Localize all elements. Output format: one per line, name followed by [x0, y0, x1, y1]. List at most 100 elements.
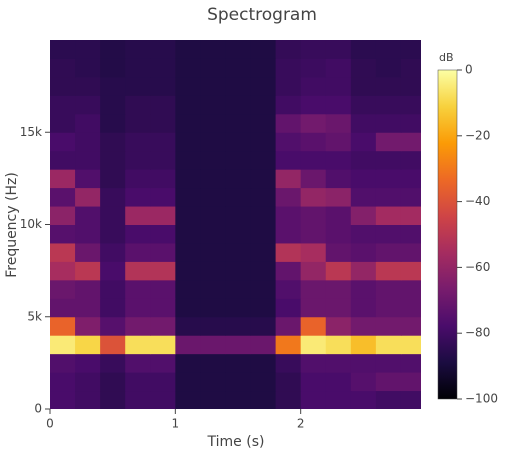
heatmap-cell: [400, 316, 421, 336]
heatmap-cell: [75, 40, 101, 59]
heatmap-cell: [300, 390, 327, 409]
heatmap-cell: [300, 261, 327, 281]
heatmap-cell: [375, 95, 402, 115]
heatmap-cell: [100, 95, 126, 115]
heatmap-cell: [350, 353, 377, 373]
heatmap-cell: [200, 187, 226, 207]
heatmap-cell: [350, 76, 377, 96]
heatmap-cell: [50, 353, 76, 373]
colorbar-tick-label: −80: [465, 326, 490, 340]
heatmap-cell: [150, 187, 176, 207]
heatmap-cell: [125, 187, 151, 207]
heatmap-cell: [250, 261, 277, 281]
heatmap-cell: [175, 187, 201, 207]
heatmap-cell: [50, 279, 76, 299]
heatmap-cell: [50, 40, 76, 59]
heatmap-cell: [125, 372, 151, 392]
heatmap-cell: [50, 150, 76, 170]
heatmap-cell: [100, 353, 126, 373]
heatmap-cell: [350, 58, 377, 78]
heatmap-cell: [300, 298, 327, 318]
heatmap-cell: [300, 279, 327, 299]
heatmap-cell: [300, 132, 327, 152]
heatmap-cell: [150, 169, 176, 189]
heatmap-cell: [175, 298, 201, 318]
heatmap-cell: [100, 150, 126, 170]
heatmap-cell: [375, 390, 402, 409]
heatmap-cell: [125, 150, 151, 170]
heatmap-cell: [375, 58, 402, 78]
heatmap-cell: [150, 298, 176, 318]
heatmap-cell: [300, 316, 327, 336]
heatmap-cell: [100, 335, 126, 355]
colorbar-title: dB: [439, 51, 454, 64]
heatmap-cell: [50, 95, 76, 115]
heatmap-cell: [125, 279, 151, 299]
heatmap-cell: [150, 206, 176, 225]
heatmap-cell: [125, 169, 151, 189]
heatmap-cell: [125, 298, 151, 318]
heatmap-cell: [225, 58, 252, 78]
heatmap-cell: [175, 242, 201, 262]
heatmap-cell: [300, 224, 327, 244]
heatmap-cell: [100, 76, 126, 96]
heatmap-cell: [375, 224, 402, 244]
heatmap-cell: [275, 372, 302, 392]
heatmap-cell: [275, 95, 302, 115]
heatmap-cell: [375, 298, 402, 318]
heatmap-cell: [350, 132, 377, 152]
heatmap-cell: [350, 335, 377, 355]
heatmap-cell: [325, 353, 352, 373]
heatmap-cell: [325, 390, 352, 409]
heatmap-cell: [325, 335, 352, 355]
heatmap-cell: [125, 76, 151, 96]
heatmap-cell: [375, 150, 402, 170]
heatmap-cell: [225, 206, 252, 225]
heatmap-cell: [75, 353, 101, 373]
heatmap-cell: [200, 132, 226, 152]
heatmap-cell: [400, 113, 421, 133]
heatmap-cell: [75, 279, 101, 299]
heatmap-cell: [400, 279, 421, 299]
heatmap-cell: [225, 372, 252, 392]
heatmap-cell: [100, 132, 126, 152]
heatmap-cell: [175, 58, 201, 78]
heatmap-cell: [325, 279, 352, 299]
heatmap-cell: [100, 224, 126, 244]
heatmap-cell: [275, 187, 302, 207]
heatmap-cell: [375, 113, 402, 133]
heatmap-cell: [325, 113, 352, 133]
heatmap-cell: [75, 169, 101, 189]
heatmap-cell: [175, 95, 201, 115]
heatmap-cell: [275, 169, 302, 189]
heatmap-cell: [75, 206, 101, 225]
heatmap-cell: [150, 353, 176, 373]
heatmap-cell: [300, 40, 327, 59]
chart-title: Spectrogram: [207, 5, 317, 25]
heatmap-cell: [225, 390, 252, 409]
heatmap-cell: [275, 58, 302, 78]
heatmap-cell: [325, 242, 352, 262]
colorbar-tick-label: −100: [465, 392, 498, 406]
heatmap-cell: [175, 372, 201, 392]
heatmap-cell: [400, 95, 421, 115]
heatmap-cell: [225, 113, 252, 133]
colorbar-tick-label: 0: [465, 63, 473, 77]
y-tick-label: 5k: [27, 309, 42, 323]
heatmap-cell: [125, 261, 151, 281]
heatmap-cell: [50, 335, 76, 355]
heatmap-cell: [300, 335, 327, 355]
heatmap-cell: [225, 316, 252, 336]
heatmap-cell: [275, 279, 302, 299]
heatmap-cell: [50, 261, 76, 281]
heatmap-cell: [225, 298, 252, 318]
heatmap-cell: [50, 372, 76, 392]
heatmap-cell: [250, 390, 277, 409]
heatmap-cell: [350, 242, 377, 262]
heatmap-cell: [350, 316, 377, 336]
heatmap-cell: [150, 279, 176, 299]
heatmap-cell: [275, 150, 302, 170]
heatmap-cell: [225, 169, 252, 189]
heatmap-cell: [250, 150, 277, 170]
heatmap-cell: [275, 40, 302, 59]
